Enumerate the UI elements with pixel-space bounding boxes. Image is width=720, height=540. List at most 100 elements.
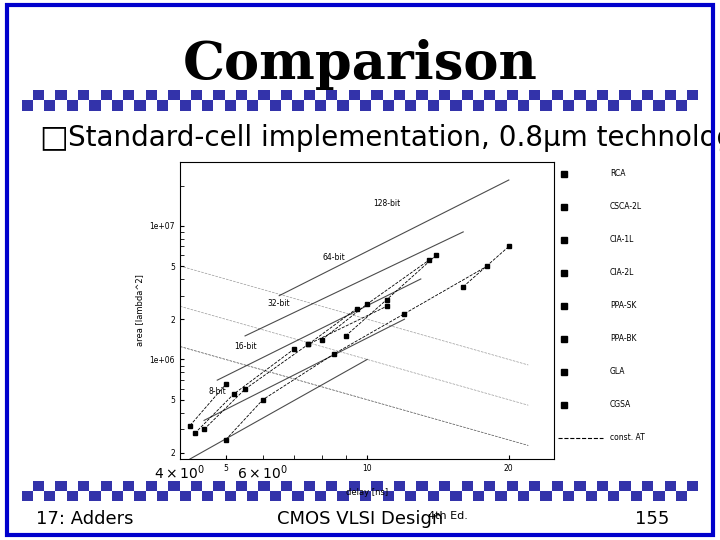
Bar: [247, 90, 258, 100]
Bar: [552, 90, 563, 100]
Bar: [563, 491, 575, 501]
Text: 155: 155: [635, 510, 670, 529]
Bar: [619, 491, 631, 501]
Bar: [563, 90, 575, 100]
Bar: [394, 90, 405, 100]
Bar: [473, 100, 484, 111]
Bar: [202, 90, 213, 100]
Bar: [372, 481, 382, 491]
Bar: [676, 481, 687, 491]
Text: CIA-2L: CIA-2L: [610, 268, 634, 278]
Bar: [597, 90, 608, 100]
Bar: [179, 100, 191, 111]
Bar: [529, 90, 541, 100]
Text: PPA-SK: PPA-SK: [610, 301, 636, 310]
Bar: [191, 481, 202, 491]
Text: Standard-cell implementation, 0.8μm technology: Standard-cell implementation, 0.8μm tech…: [68, 124, 720, 152]
Bar: [315, 491, 326, 501]
Bar: [462, 491, 473, 501]
Text: CMOS VLSI Design: CMOS VLSI Design: [277, 510, 443, 529]
Bar: [348, 90, 360, 100]
Bar: [360, 491, 372, 501]
Bar: [67, 491, 78, 501]
Bar: [202, 491, 213, 501]
Text: 128-bit: 128-bit: [373, 199, 400, 208]
Bar: [405, 481, 416, 491]
Bar: [22, 90, 33, 100]
Bar: [541, 481, 552, 491]
Bar: [78, 491, 89, 501]
Bar: [101, 491, 112, 501]
Bar: [112, 491, 123, 501]
Bar: [281, 491, 292, 501]
Bar: [529, 481, 541, 491]
Bar: [372, 100, 382, 111]
Bar: [585, 90, 597, 100]
Bar: [213, 100, 225, 111]
Bar: [473, 90, 484, 100]
Bar: [495, 481, 507, 491]
Bar: [236, 90, 247, 100]
Bar: [575, 90, 585, 100]
Text: PPA-BK: PPA-BK: [610, 334, 636, 343]
Bar: [507, 481, 518, 491]
Bar: [665, 100, 676, 111]
Bar: [619, 90, 631, 100]
Bar: [552, 481, 563, 491]
Bar: [145, 491, 157, 501]
Bar: [236, 100, 247, 111]
Bar: [462, 100, 473, 111]
Bar: [665, 481, 676, 491]
Bar: [687, 491, 698, 501]
Bar: [439, 491, 450, 501]
Bar: [507, 100, 518, 111]
Bar: [225, 481, 236, 491]
Bar: [225, 491, 236, 501]
Bar: [653, 100, 665, 111]
Bar: [191, 100, 202, 111]
Bar: [619, 481, 631, 491]
Bar: [585, 491, 597, 501]
Bar: [484, 491, 495, 501]
Bar: [44, 481, 55, 491]
Text: GLA: GLA: [610, 367, 626, 376]
Bar: [304, 481, 315, 491]
Bar: [145, 481, 157, 491]
Bar: [292, 90, 304, 100]
Bar: [326, 100, 338, 111]
Bar: [270, 90, 281, 100]
Bar: [405, 491, 416, 501]
Bar: [326, 491, 338, 501]
Bar: [213, 90, 225, 100]
Bar: [89, 100, 101, 111]
Text: □: □: [40, 123, 68, 152]
Bar: [450, 481, 462, 491]
Bar: [145, 90, 157, 100]
Text: Comparison: Comparison: [183, 39, 537, 90]
Bar: [428, 90, 439, 100]
Bar: [55, 491, 67, 501]
Bar: [507, 491, 518, 501]
Bar: [382, 491, 394, 501]
Bar: [89, 491, 101, 501]
Bar: [439, 481, 450, 491]
Bar: [270, 491, 281, 501]
Bar: [225, 90, 236, 100]
Bar: [416, 491, 428, 501]
Bar: [563, 481, 575, 491]
Bar: [191, 90, 202, 100]
Bar: [157, 90, 168, 100]
Bar: [112, 100, 123, 111]
Bar: [518, 481, 529, 491]
Bar: [495, 100, 507, 111]
Bar: [372, 90, 382, 100]
Bar: [270, 481, 281, 491]
Bar: [597, 481, 608, 491]
Bar: [157, 481, 168, 491]
Bar: [529, 491, 541, 501]
Bar: [665, 90, 676, 100]
Bar: [236, 491, 247, 501]
Bar: [405, 100, 416, 111]
Bar: [676, 100, 687, 111]
Bar: [258, 491, 270, 501]
